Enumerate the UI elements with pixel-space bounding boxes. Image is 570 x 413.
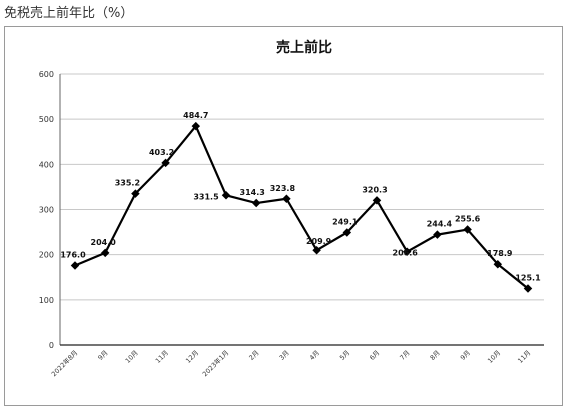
data-label: 209.9 xyxy=(306,237,332,246)
series xyxy=(70,121,533,293)
data-label: 331.5 xyxy=(193,192,219,201)
data-label: 176.0 xyxy=(60,251,86,260)
gridlines xyxy=(60,73,544,301)
data-label: 335.2 xyxy=(115,179,140,188)
y-tick-label: 600 xyxy=(39,70,54,79)
y-tick-label: 500 xyxy=(39,115,54,124)
series-line xyxy=(74,124,529,290)
x-tick-label: 10月 xyxy=(486,349,502,365)
x-tick-label: 9月 xyxy=(96,349,109,362)
data-label: 206.6 xyxy=(393,249,419,258)
x-tick-label: 9月 xyxy=(459,349,472,362)
x-tick-label: 11月 xyxy=(154,349,170,365)
data-label: 249.1 xyxy=(332,217,358,226)
data-label: 314.3 xyxy=(240,188,265,197)
x-tick-label: 6月 xyxy=(368,349,381,362)
data-point-marker xyxy=(221,191,231,200)
data-point-marker xyxy=(433,230,442,239)
y-tick-label: 0 xyxy=(49,341,54,350)
data-point-marker xyxy=(161,158,170,168)
data-point-marker xyxy=(342,228,352,237)
x-tick-labels: 2022年8月 9月 10月 11月 12月 2023年1月 2月 3月 4月 5月 6月 7月 8月 9… xyxy=(49,348,532,378)
x-tick-label: 10月 xyxy=(124,349,140,365)
data-label: 255.6 xyxy=(455,215,481,224)
y-tick-label: 100 xyxy=(39,296,54,305)
x-tick-label: 5月 xyxy=(338,349,351,362)
data-point-marker xyxy=(463,225,472,234)
data-point-marker xyxy=(100,248,110,258)
data-point-marker xyxy=(191,121,201,131)
data-point-marker xyxy=(523,284,533,293)
data-label: 125.1 xyxy=(515,273,541,282)
data-label: 484.7 xyxy=(183,111,208,120)
y-tick-label: 200 xyxy=(39,251,54,260)
data-label: 244.4 xyxy=(427,220,453,229)
y-tick-label: 400 xyxy=(39,160,54,169)
x-tick-label: 2022年8月 xyxy=(49,348,79,378)
data-point-marker xyxy=(312,245,321,255)
data-point-marker xyxy=(282,194,291,203)
axes xyxy=(59,74,544,346)
y-tick-labels: 0 100 200 300 400 500 600 xyxy=(39,70,54,350)
x-tick-label: 7月 xyxy=(398,349,411,362)
x-tick-label: 2023年1月 xyxy=(200,348,230,378)
data-point-marker xyxy=(402,247,412,256)
x-tick-label: 3月 xyxy=(278,349,291,362)
data-labels: 176.0 204.0 335.2 403.2 484.7 331.5 314.3 323.8… xyxy=(60,111,541,282)
x-tick-label: 4月 xyxy=(308,349,321,362)
data-point-marker xyxy=(372,196,382,205)
data-label: 323.8 xyxy=(270,184,296,193)
y-tick-label: 300 xyxy=(39,206,54,215)
data-label: 204.0 xyxy=(91,238,117,247)
data-label: 320.3 xyxy=(362,185,387,194)
page-heading: 免税売上前年比（%） xyxy=(4,6,134,21)
x-tick-label: 12月 xyxy=(184,349,200,365)
x-tick-label: 11月 xyxy=(516,349,532,365)
data-label: 178.9 xyxy=(487,249,513,258)
x-tick-label: 2月 xyxy=(247,349,260,362)
data-point-marker xyxy=(70,261,80,270)
data-point-marker xyxy=(131,189,140,198)
chart-title: 売上前比 xyxy=(276,39,332,56)
data-label: 403.2 xyxy=(149,148,174,157)
chart-frame xyxy=(4,26,563,406)
data-point-marker xyxy=(493,259,503,269)
x-tick-label: 8月 xyxy=(429,349,442,362)
data-point-marker xyxy=(251,198,261,208)
